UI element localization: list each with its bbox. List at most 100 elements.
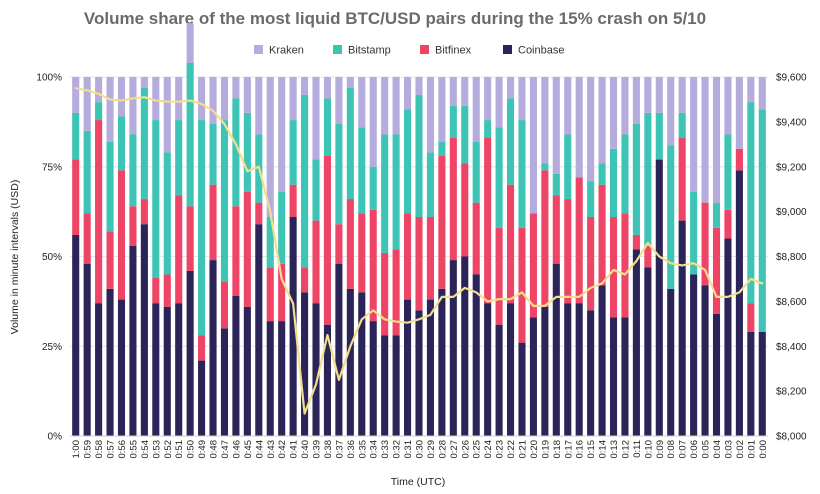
x-tick-label: 0:20 (529, 440, 540, 459)
x-tick-label: 0:03 (723, 440, 734, 459)
bar-kraken-59 (747, 77, 755, 103)
bar-bitfinex-7 (152, 278, 160, 304)
x-tick-label: 0:41 (289, 440, 300, 459)
x-tick-label: 0:51 (174, 440, 185, 459)
x-tick-label: 0:29 (426, 440, 437, 459)
bar-coinbase-35 (472, 274, 480, 436)
bar-bitstamp-50 (644, 112, 652, 246)
bar-bitfinex-18 (278, 263, 286, 322)
bar-coinbase-16 (255, 224, 263, 436)
bar-bitfinex-57 (724, 209, 732, 239)
bar-kraken-29 (404, 77, 412, 110)
y2-tick-label: $9,000 (776, 207, 807, 218)
x-tick-label: 0:55 (128, 440, 139, 459)
bar-kraken-56 (712, 77, 721, 203)
bar-bitstamp-27 (381, 134, 389, 253)
bar-kraken-35 (472, 77, 480, 142)
bars (72, 23, 766, 436)
y2-tick-label: $8,400 (776, 342, 807, 353)
x-tick-label: 0:43 (266, 440, 277, 459)
price-line (74, 87, 764, 415)
bar-bitfinex-31 (426, 217, 434, 300)
bar-kraken-47 (609, 77, 618, 149)
bar-kraken-32 (438, 77, 446, 142)
y2-tick-label: $8,000 (776, 432, 807, 443)
bar-kraken-51 (655, 77, 663, 113)
x-tick-label: 0:28 (437, 440, 448, 459)
bar-kraken-50 (644, 77, 652, 113)
bar-coinbase-2 (95, 303, 103, 436)
bar-kraken-25 (358, 77, 366, 128)
bar-coinbase-8 (163, 306, 171, 436)
bar-coinbase-34 (461, 256, 469, 436)
x-tick-label: 0:27 (449, 440, 460, 459)
bar-bitfinex-37 (495, 227, 503, 325)
x-tick-label: 0:09 (655, 440, 666, 459)
bar-kraken-30 (415, 77, 423, 95)
bar-bitstamp-56 (712, 202, 721, 228)
bar-kraken-52 (667, 77, 675, 146)
x-tick-label: 0:01 (746, 440, 757, 459)
x-tick-label: 0:36 (346, 440, 357, 459)
bar-kraken-31 (426, 77, 434, 153)
bar-coinbase-58 (735, 170, 743, 436)
bar-kraken-0 (72, 77, 80, 113)
bar-bitstamp-51 (655, 112, 663, 160)
bar-bitfinex-44 (575, 177, 583, 304)
bar-kraken-53 (678, 77, 686, 113)
bar-kraken-23 (335, 77, 343, 124)
bar-bitstamp-25 (358, 127, 366, 214)
bar-bitfinex-53 (678, 138, 686, 221)
bar-coinbase-33 (449, 260, 457, 436)
bar-kraken-36 (484, 77, 492, 121)
bar-bitfinex-41 (541, 170, 549, 307)
bar-bitfinex-32 (438, 155, 446, 289)
bar-coinbase-55 (701, 285, 709, 436)
bar-bitfinex-21 (312, 220, 320, 304)
bar-coinbase-10 (186, 270, 194, 436)
bar-bitfinex-3 (106, 231, 114, 289)
bar-coinbase-52 (667, 288, 675, 436)
bar-coinbase-40 (529, 317, 537, 436)
bar-bitstamp-35 (472, 141, 480, 203)
legend-swatch-coinbase (503, 45, 512, 54)
bar-bitstamp-1 (83, 130, 91, 214)
y2-tick-label: $9,200 (776, 162, 807, 173)
bar-kraken-49 (632, 77, 640, 124)
x-tick-label: 0:32 (392, 440, 403, 459)
bar-bitfinex-34 (461, 163, 469, 257)
bar-kraken-1 (83, 77, 91, 131)
bar-bitstamp-10 (186, 62, 194, 207)
x-tick-label: 0:17 (563, 440, 574, 459)
x-tick-label: 0:21 (517, 440, 528, 459)
bar-bitstamp-45 (587, 181, 595, 218)
bar-bitfinex-29 (404, 213, 412, 300)
bar-coinbase-50 (644, 267, 652, 436)
y2-tick-label: $8,800 (776, 252, 807, 263)
bar-kraken-57 (724, 77, 732, 135)
bar-bitstamp-12 (209, 123, 217, 185)
bar-bitfinex-33 (449, 138, 457, 261)
bar-coinbase-9 (175, 303, 183, 436)
bar-coinbase-15 (243, 306, 251, 436)
y-tick-label: 25% (42, 342, 62, 353)
x-tick-label: 0:34 (369, 440, 380, 459)
legend-swatch-bitstamp (333, 45, 342, 54)
bar-coinbase-25 (358, 292, 366, 436)
bar-bitstamp-34 (461, 105, 469, 164)
bar-coinbase-54 (690, 274, 698, 436)
bar-kraken-3 (106, 77, 114, 142)
bar-bitfinex-55 (701, 202, 709, 286)
x-tick-label: 0:02 (735, 440, 746, 459)
x-tick-label: 0:30 (415, 440, 426, 459)
x-tick-label: 0:15 (586, 440, 597, 459)
bar-bitfinex-15 (243, 191, 251, 307)
bar-bitfinex-6 (140, 199, 148, 225)
y-axis-left: 0% 25% 50% 75% 100% (36, 73, 62, 443)
bar-bitfinex-20 (301, 267, 309, 293)
bar-bitstamp-42 (552, 173, 560, 196)
y2-tick-label: $9,400 (776, 117, 807, 128)
bar-bitfinex-12 (209, 184, 217, 261)
bar-coinbase-56 (712, 313, 721, 436)
